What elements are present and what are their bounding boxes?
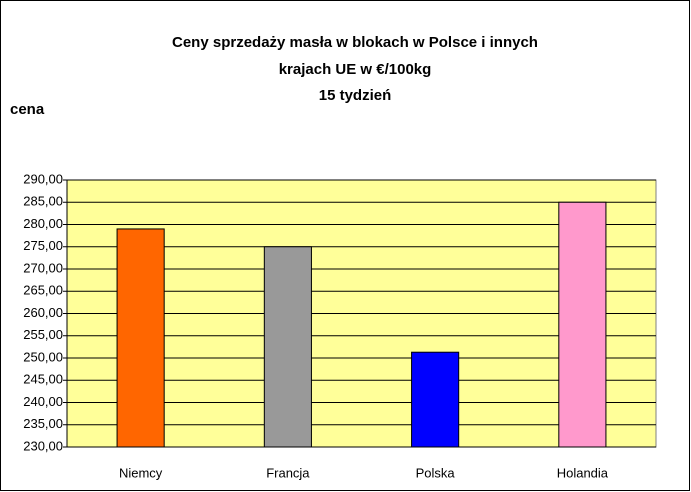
y-tick-label: 285,00: [23, 194, 63, 209]
y-tick-label: 245,00: [23, 372, 63, 387]
bar: [263, 246, 312, 448]
bar: [116, 228, 165, 448]
x-tick-label: Holandia: [557, 465, 609, 480]
y-tick-label: 255,00: [23, 327, 63, 342]
chart-title: 15 tydzień: [319, 87, 392, 104]
x-tick-label: Polska: [416, 465, 456, 480]
chart-title: krajach UE w €/100kg: [279, 61, 432, 78]
y-tick-label: 270,00: [23, 260, 63, 275]
chart-title: Ceny sprzedaży masła w blokach w Polsce …: [172, 34, 538, 51]
x-tick-label: Niemcy: [119, 465, 163, 480]
y-tick-label: 275,00: [23, 238, 63, 253]
y-tick-label: 240,00: [23, 394, 63, 409]
y-tick-label: 230,00: [23, 438, 63, 453]
y-tick-label: 260,00: [23, 305, 63, 320]
bar: [558, 201, 607, 448]
y-axis-label: cena: [10, 101, 45, 118]
y-tick-label: 235,00: [23, 416, 63, 431]
y-tick-label: 250,00: [23, 349, 63, 364]
y-tick-label: 280,00: [23, 216, 63, 231]
x-tick-label: Francja: [266, 465, 310, 480]
bar: [411, 351, 460, 448]
y-tick-label: 290,00: [23, 171, 63, 186]
y-tick-label: 265,00: [23, 283, 63, 298]
